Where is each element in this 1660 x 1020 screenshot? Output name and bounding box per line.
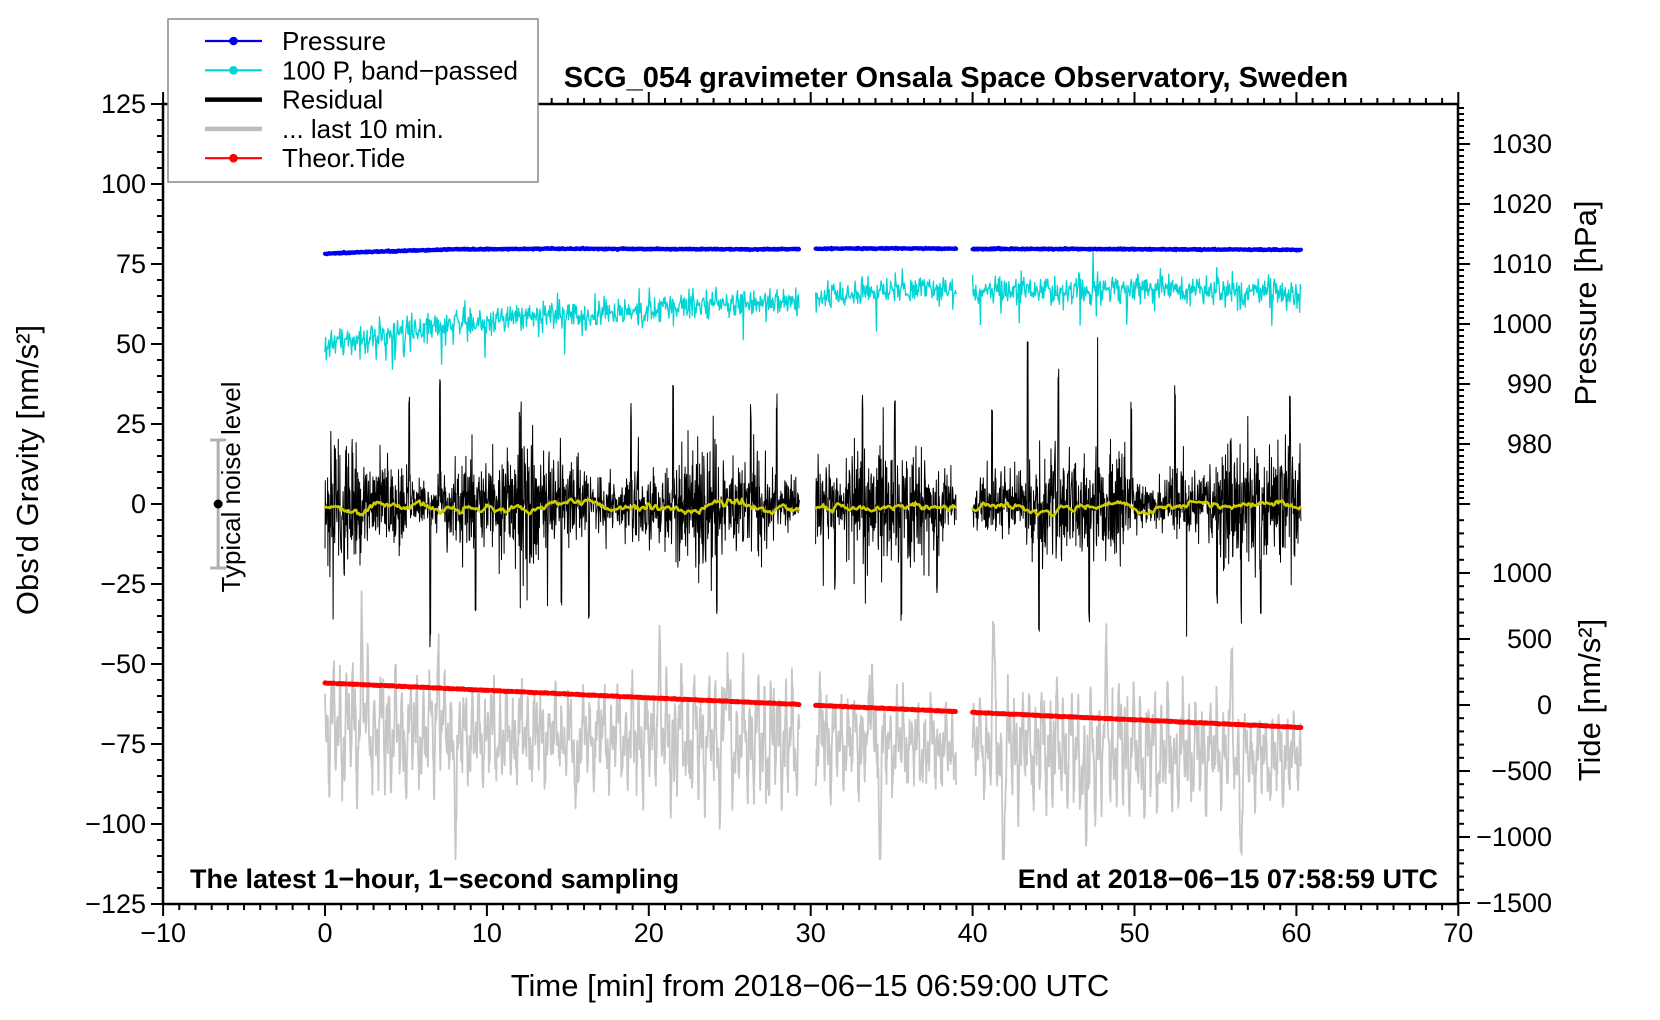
series-layer: [322, 245, 1304, 861]
y-left-tick-label: −100: [85, 809, 146, 839]
x-tick-label: 0: [317, 918, 332, 948]
series-band-passed: [324, 286, 800, 370]
legend-label-1: 100 P, band−passed: [282, 55, 518, 85]
y-left-tick-label: 25: [116, 409, 146, 439]
noise-bar-label: Typical noise level: [216, 382, 246, 593]
series-residual-mean: [971, 499, 1302, 518]
pressure-tick-label: 990: [1507, 369, 1552, 399]
pressure-tick-label: 1000: [1492, 309, 1552, 339]
tide-tick-label: 500: [1507, 624, 1552, 654]
y-left-tick-label: 50: [116, 329, 146, 359]
tide-tick-label: 1000: [1492, 558, 1552, 588]
x-tick-label: 60: [1281, 918, 1311, 948]
pressure-tick-label: 1020: [1492, 189, 1552, 219]
pressure-tick-label: 1010: [1492, 249, 1552, 279]
series-residual-mean: [323, 497, 801, 517]
y-left-tick-label: −125: [85, 889, 146, 919]
y-left-tick-label: −50: [100, 649, 146, 679]
tide-tick-label: 0: [1537, 690, 1552, 720]
series-residual: [324, 379, 800, 648]
series-last10min: [324, 590, 801, 860]
x-tick-label: 40: [958, 918, 988, 948]
legend-marker-dot: [229, 36, 238, 46]
series-band-passed: [971, 249, 1302, 327]
pressure-tick-label: 1030: [1492, 129, 1552, 159]
x-tick-label: 30: [796, 918, 826, 948]
tide-tick-label: −1000: [1476, 822, 1552, 852]
series-residual-mean: [814, 501, 957, 514]
y-left-tick-label: 75: [116, 249, 146, 279]
y-left-tick-label: −25: [100, 569, 146, 599]
x-tick-label: 20: [634, 918, 664, 948]
y-left-tick-label: 0: [131, 489, 146, 519]
legend-label-4: Theor.Tide: [282, 143, 405, 173]
annotation-end-time: End at 2018−06−15 07:58:59 UTC: [1018, 864, 1438, 894]
pressure-tick-label: 980: [1507, 429, 1552, 459]
chart-title: SCG_054 gravimeter Onsala Space Observat…: [564, 62, 1348, 94]
legend-label-2: Residual: [282, 85, 383, 115]
series-pressure: [970, 245, 1304, 253]
x-tick-label: 70: [1443, 918, 1473, 948]
annotation-sampling-info: The latest 1−hour, 1−second sampling: [190, 864, 679, 894]
legend-marker-dot: [229, 66, 238, 75]
series-theor-tide: [813, 702, 958, 714]
y-left-tick-label: 100: [101, 169, 146, 199]
y-left-tick-label: 125: [101, 89, 146, 119]
x-axis-title: Time [min] from 2018−06−15 06:59:00 UTC: [511, 968, 1110, 1003]
legend-label-0: Pressure: [282, 26, 386, 56]
series-band-passed: [814, 268, 957, 332]
series-theor-tide: [322, 680, 802, 708]
series-theor-tide: [970, 709, 1304, 730]
tide-tick-label: −500: [1491, 756, 1552, 786]
tide-tick-label: −1500: [1476, 888, 1552, 918]
x-tick-label: 50: [1119, 918, 1149, 948]
x-tick-label: −10: [140, 918, 186, 948]
series-pressure: [813, 245, 959, 252]
x-tick-label: 10: [472, 918, 502, 948]
y-left-tick-label: −75: [100, 729, 146, 759]
pressure-axis-title: Pressure [hPa]: [1568, 200, 1603, 405]
tide-axis-title: Tide [nm/s²]: [1572, 619, 1607, 782]
series-residual: [815, 394, 957, 621]
y-left-axis-title: Obs'd Gravity [nm/s²]: [10, 325, 45, 615]
legend-label-3: ... last 10 min.: [282, 114, 444, 144]
series-last10min: [971, 620, 1302, 861]
series-residual: [972, 337, 1302, 637]
series-pressure: [322, 245, 802, 257]
noise-bar-dot: [213, 499, 223, 509]
series-last10min: [814, 663, 957, 861]
legend-marker-dot: [229, 153, 238, 163]
